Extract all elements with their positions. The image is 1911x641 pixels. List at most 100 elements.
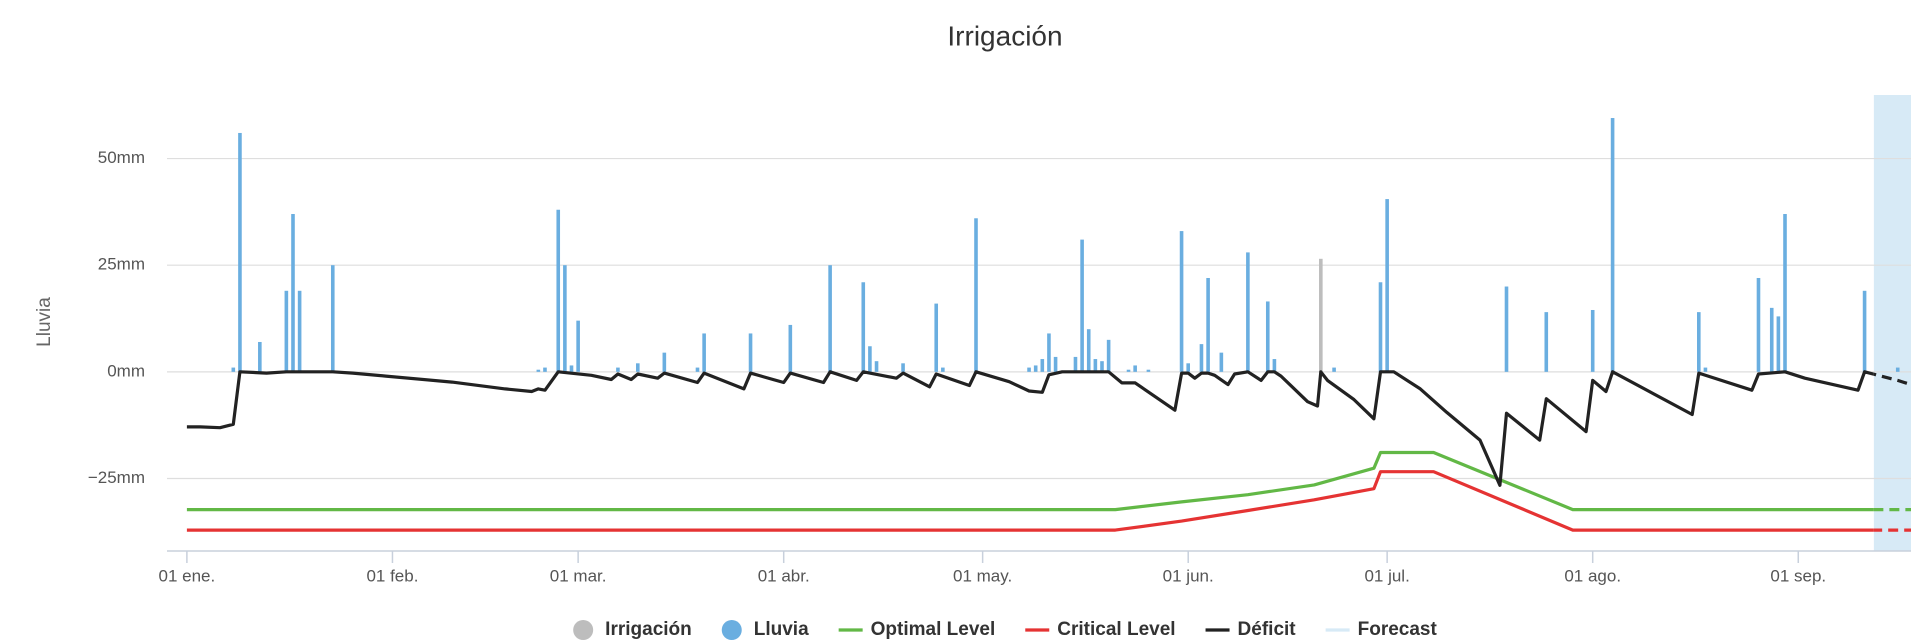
bar: [901, 363, 905, 372]
legend-item: Déficit: [1205, 619, 1297, 640]
y-tick-label: 25mm: [98, 255, 145, 274]
bar: [1053, 356, 1058, 372]
bar: [1199, 344, 1204, 372]
y-axis-title: Lluvia: [34, 297, 55, 347]
chart-title: Irrigación: [947, 20, 1062, 51]
bar: [1756, 277, 1761, 372]
bar: [1332, 367, 1336, 372]
bar: [828, 265, 832, 372]
bar: [1895, 367, 1900, 372]
bar: [1033, 365, 1038, 372]
legend-item: Optimal Level: [838, 619, 995, 640]
legend-item: Critical Level: [1025, 619, 1176, 640]
bar: [616, 367, 620, 372]
bar: [1504, 286, 1509, 372]
x-tick-label: 01 may.: [953, 566, 1012, 585]
bar: [1697, 312, 1701, 372]
legend-label: Lluvia: [754, 619, 809, 640]
bar: [1133, 365, 1137, 372]
bar: [330, 265, 335, 372]
x-tick-label: 01 jun.: [1163, 566, 1214, 585]
bar: [702, 333, 706, 372]
x-tick-label: 01 sep.: [1770, 566, 1826, 585]
legend-symbol: [573, 620, 594, 640]
bar: [1047, 333, 1051, 372]
line-forecast: [1873, 528, 1911, 532]
bar: [695, 367, 700, 372]
bar: [284, 290, 289, 372]
bar: [556, 209, 561, 372]
legend-item: Irrigación: [573, 619, 692, 640]
x-tick-label: 01 ago.: [1564, 566, 1621, 585]
x-tick-label: 01 abr.: [758, 566, 810, 585]
line: [186, 370, 1874, 487]
bar: [536, 369, 541, 372]
bar: [788, 324, 793, 372]
x-tick-label: 01 mar.: [550, 566, 607, 585]
x-tick-label: 01 feb.: [366, 566, 418, 585]
bar: [941, 367, 945, 372]
bar: [1783, 214, 1787, 372]
bar: [1100, 361, 1104, 372]
bar: [1272, 359, 1277, 372]
bar: [1246, 252, 1250, 372]
line: [186, 450, 1874, 512]
bar: [1319, 258, 1323, 372]
bar: [1093, 359, 1098, 372]
legend-item: Lluvia: [721, 619, 809, 640]
bar: [1040, 359, 1045, 372]
x-tick-label: 01 jul.: [1364, 566, 1409, 585]
y-tick-label: 0mm: [107, 361, 145, 380]
bar: [1086, 329, 1091, 372]
legend-label: Déficit: [1238, 619, 1297, 640]
bar: [563, 265, 567, 372]
bar: [868, 346, 872, 372]
legend: Irrigación Lluvia Optimal Level Critical Le…: [573, 619, 1437, 640]
bar: [1544, 312, 1549, 372]
bar: [291, 214, 295, 372]
bar: [1027, 367, 1031, 372]
bar: [231, 367, 236, 372]
bar: [1703, 367, 1708, 372]
line-forecast: [1873, 372, 1911, 387]
bar: [1265, 301, 1270, 372]
bar: [874, 361, 879, 372]
legend-symbol: [721, 620, 742, 640]
line-forecast: [1873, 508, 1911, 512]
bar: [1385, 199, 1389, 372]
legend-label: Critical Level: [1057, 619, 1175, 640]
bar: [1610, 118, 1615, 372]
bar: [861, 282, 866, 372]
y-tick-label: −25mm: [88, 468, 145, 487]
legend-label: Forecast: [1358, 619, 1438, 640]
bar: [543, 367, 547, 372]
bar: [1073, 356, 1078, 372]
bar: [974, 218, 978, 372]
bar: [748, 333, 753, 372]
bar: [576, 320, 580, 372]
bar: [1186, 363, 1191, 372]
bar: [297, 290, 302, 372]
bar: [238, 132, 242, 372]
bar: [258, 341, 262, 372]
bar: [1179, 231, 1184, 372]
bar: [1862, 290, 1867, 372]
bar: [1378, 282, 1383, 372]
x-tick-label: 01 ene.: [159, 566, 216, 585]
bar: [1590, 309, 1595, 372]
bar: [1776, 316, 1781, 372]
bar: [934, 303, 939, 372]
bar: [569, 365, 574, 372]
y-tick-label: 50mm: [98, 148, 145, 167]
bar: [662, 352, 667, 372]
bar: [636, 363, 640, 372]
bar: [1206, 277, 1210, 372]
bar: [1126, 369, 1131, 372]
bar: [1219, 352, 1224, 372]
bar: [1080, 239, 1084, 372]
line: [186, 470, 1874, 532]
bar: [1106, 339, 1111, 372]
legend-label: Irrigación: [605, 619, 692, 640]
bar: [1146, 369, 1151, 372]
